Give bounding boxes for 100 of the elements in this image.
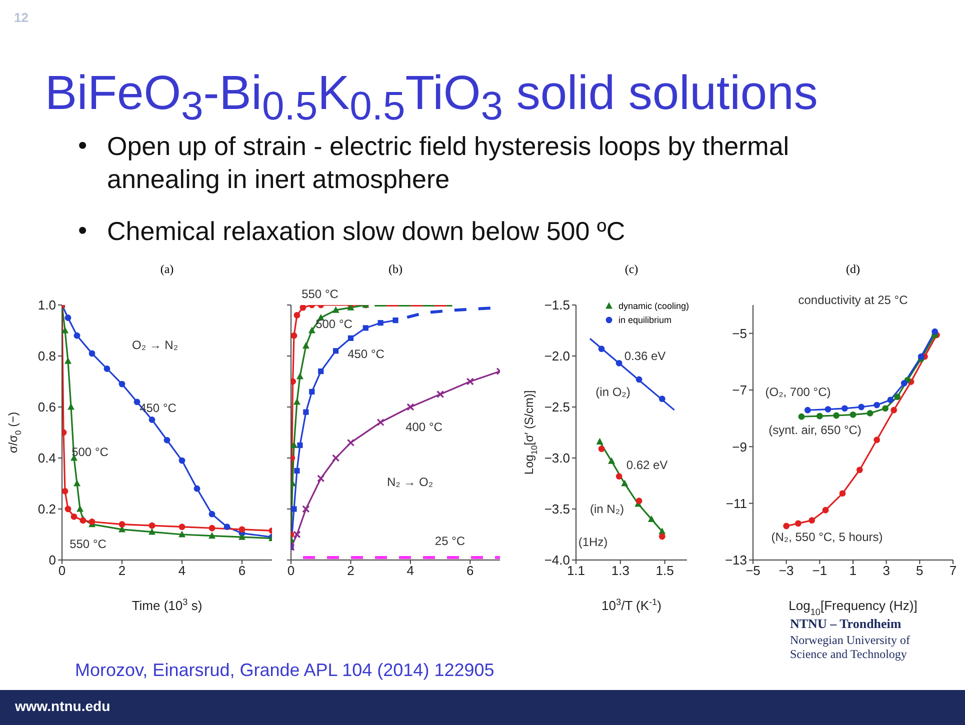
- point: [466, 378, 474, 386]
- point: [74, 480, 80, 486]
- point: [104, 366, 110, 372]
- point: [64, 357, 72, 364]
- x-tick-label: 0: [287, 563, 295, 578]
- point: [406, 403, 414, 411]
- point: [783, 522, 790, 530]
- point: [378, 320, 384, 326]
- point: [148, 416, 156, 423]
- point: [208, 510, 216, 518]
- point: [300, 305, 306, 311]
- point: [658, 396, 666, 402]
- y-tick-label: −1.5: [544, 298, 570, 313]
- x-tick-label: −1: [812, 563, 828, 578]
- point: [309, 388, 315, 394]
- x-tick-label: 0: [58, 563, 66, 578]
- point: [348, 335, 354, 341]
- text: Morozov, Einarsrud, Grande APL 104 (2014) 122905: [75, 660, 494, 680]
- point: [224, 524, 230, 530]
- point: [294, 468, 300, 474]
- x-tick-label: 1: [849, 563, 857, 578]
- point: [134, 398, 140, 406]
- point: [376, 418, 384, 426]
- point: [636, 498, 642, 504]
- x-tick-label: 1.3: [611, 563, 630, 578]
- point: [64, 314, 72, 321]
- y-tick-label: 0: [48, 552, 56, 568]
- point: [822, 506, 829, 514]
- point: [293, 530, 301, 538]
- point: [616, 360, 622, 366]
- x-tick-label: 5: [916, 563, 924, 578]
- point: [392, 318, 398, 324]
- annotation: (O₂, 700 °C): [765, 385, 831, 399]
- text: •: [78, 130, 88, 160]
- y-tick-label: 0.4: [38, 450, 56, 466]
- annotation: O₂ → N₂: [132, 338, 178, 352]
- x-axis-title: Log$_{10}$[Frequency (Hz)]: [788, 598, 918, 617]
- point: [291, 378, 296, 385]
- point: [296, 372, 304, 380]
- x-tick-label: 3: [882, 563, 890, 578]
- x-tick-label: 2: [118, 563, 126, 578]
- point: [636, 376, 642, 383]
- point: [118, 521, 126, 528]
- point: [808, 517, 816, 524]
- point: [302, 342, 310, 349]
- point: [291, 332, 298, 339]
- annotation: (in O₂): [596, 385, 630, 399]
- annotation: 550 °C: [70, 537, 106, 551]
- point: [74, 332, 80, 339]
- text: Norwegian University of Science and Technology: [790, 633, 910, 661]
- point: [88, 518, 96, 525]
- point: [900, 380, 908, 386]
- point: [297, 442, 303, 448]
- x-tick-label: 7: [949, 563, 957, 578]
- y-tick-label: −2.5: [544, 400, 570, 415]
- chart-title: (d): [846, 262, 860, 276]
- point: [178, 457, 186, 464]
- point: [866, 410, 874, 416]
- chart-title: (a): [160, 262, 174, 276]
- point: [798, 413, 805, 420]
- y-tick-label: −2.0: [544, 348, 570, 364]
- chart-title: BiFeO$_{3}$-Bi$_{0.5}$K$_{0.5}$TiO$_{3}$ solid solutions: [45, 67, 818, 129]
- point: [88, 350, 96, 357]
- point: [302, 505, 310, 513]
- point: [308, 326, 316, 334]
- point: [858, 404, 865, 410]
- x-tick-label: 6: [466, 563, 474, 578]
- annotation: (in N₂): [590, 502, 624, 516]
- point: [318, 368, 324, 374]
- y-tick-label: −9: [732, 439, 747, 454]
- point: [436, 390, 444, 398]
- annotation: 25 °C: [434, 534, 466, 548]
- y-tick-label: 0.2: [38, 502, 56, 517]
- annotation: (N₂, 550 °C, 5 hours): [771, 530, 883, 544]
- annotation: 0.62 eV: [626, 458, 668, 472]
- point: [362, 325, 368, 331]
- point: [824, 406, 832, 412]
- legend-label: dynamic (cooling): [618, 300, 689, 313]
- point: [932, 328, 938, 335]
- annotation: 450 °C: [348, 347, 384, 361]
- y-tick-label: −7: [732, 382, 747, 398]
- point: [238, 533, 246, 540]
- point: [890, 406, 898, 414]
- point: [317, 474, 325, 482]
- y-tick-label: −3.0: [544, 450, 570, 466]
- chart-title: (c): [624, 262, 638, 276]
- x-tick-label: 1.5: [656, 563, 674, 578]
- point: [850, 411, 856, 418]
- point: [833, 412, 840, 419]
- point: [596, 438, 604, 444]
- text: NTNU – Trondheim: [790, 616, 902, 631]
- y-tick-label: 0.6: [38, 400, 56, 415]
- point: [293, 398, 300, 405]
- point: [794, 520, 802, 527]
- x-tick-label: 4: [406, 563, 414, 578]
- point: [68, 403, 74, 410]
- point: [238, 526, 246, 533]
- y-tick-label: 0.8: [38, 348, 56, 364]
- point: [332, 348, 339, 354]
- point: [64, 506, 72, 512]
